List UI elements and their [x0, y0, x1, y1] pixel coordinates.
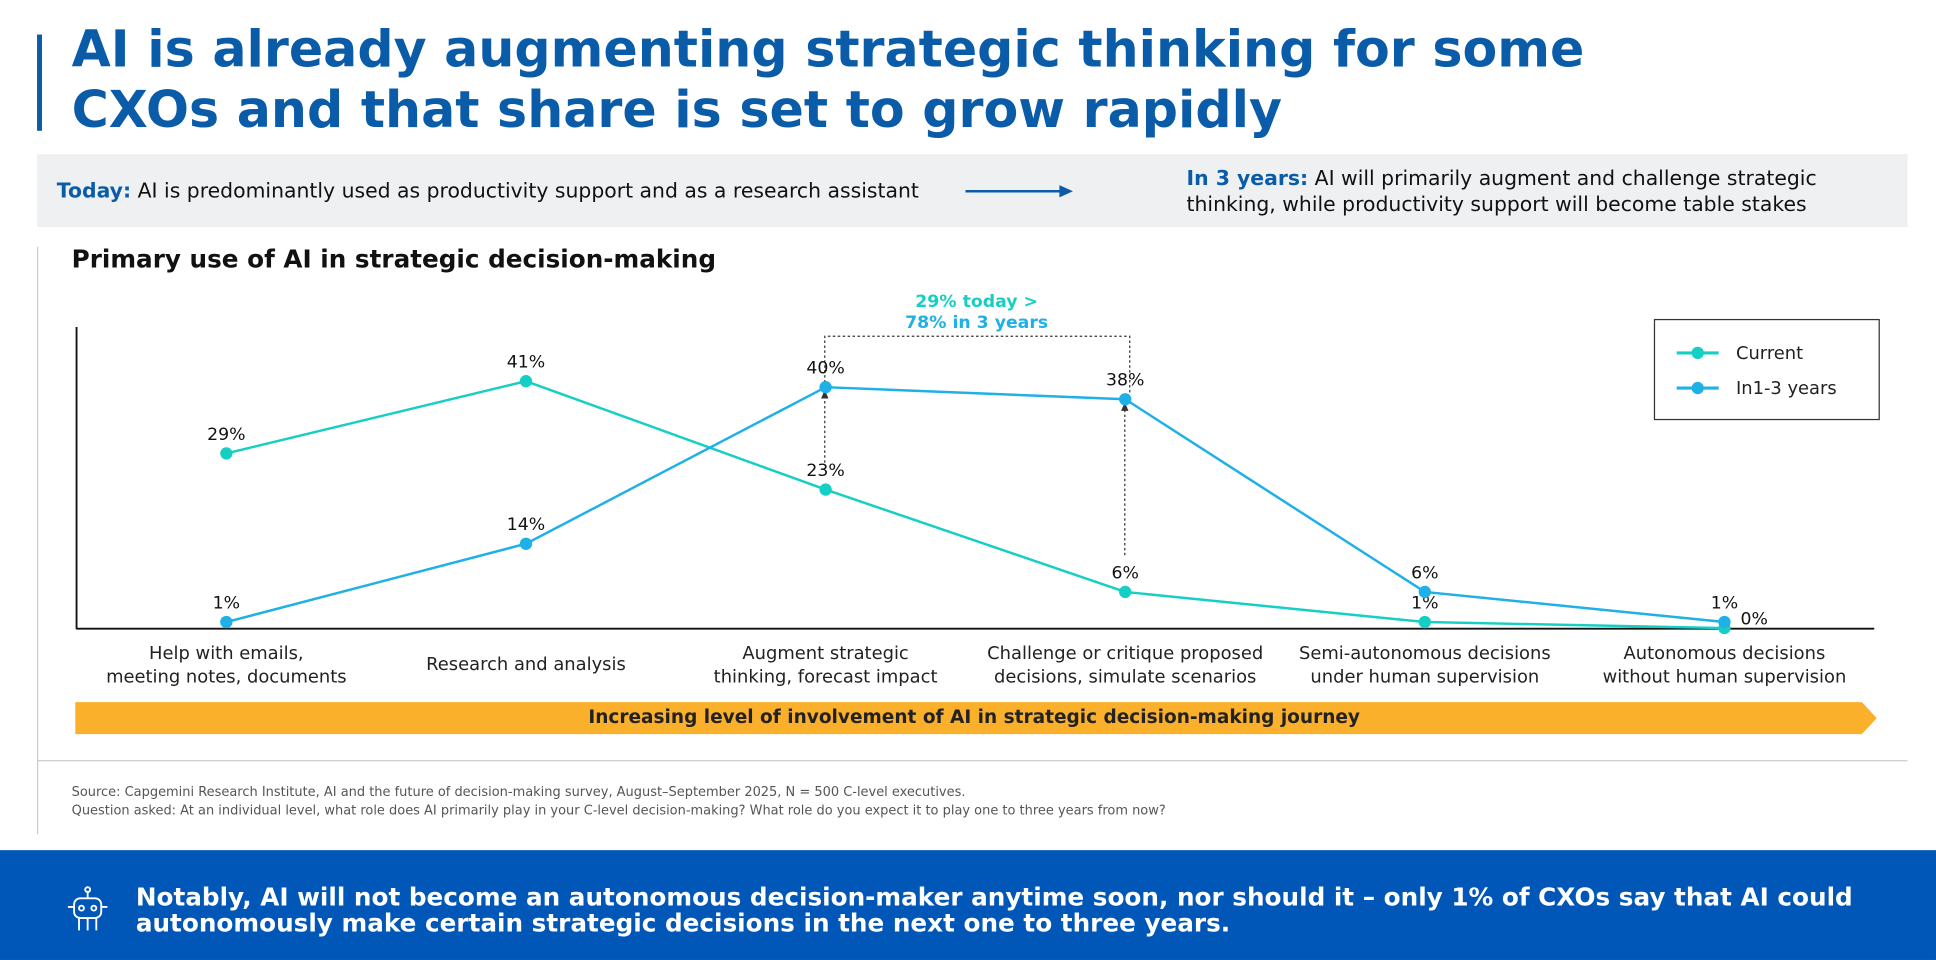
title-bar	[37, 34, 42, 131]
x-tick-label: Help with emails, meeting notes, documen…	[106, 644, 347, 688]
point	[1418, 585, 1432, 599]
point	[819, 381, 832, 394]
value-label: 41%	[507, 353, 545, 373]
point	[220, 447, 233, 460]
value-label: 14%	[507, 515, 545, 535]
banner-arrow-head	[1059, 185, 1073, 198]
value-label: 1%	[213, 593, 240, 613]
value-label: 6%	[1112, 563, 1139, 583]
footer-text: Notably, AI will not become an autonomou…	[135, 882, 1853, 938]
robot-icon	[67, 886, 108, 931]
value-label: 6%	[1411, 563, 1438, 583]
source-line: Question asked: At an individual level, …	[71, 803, 1166, 819]
value-label: 40%	[806, 359, 844, 379]
x-tick-label: Challenge or critique proposed decisions…	[987, 644, 1264, 688]
future-label: In 3 years:	[1186, 166, 1309, 191]
point	[519, 375, 533, 388]
page-title: AI is already augmenting strategic think…	[71, 19, 1585, 140]
chart-title: Primary use of AI in strategic decision-…	[72, 245, 716, 274]
axis-band-label: Increasing level of involvement of AI in…	[588, 707, 1360, 728]
today-label: Today:	[56, 178, 132, 203]
value-label: 1%	[1411, 593, 1438, 613]
value-label: 1%	[1711, 593, 1738, 613]
future-text: AI will primarily augment and challenge …	[1186, 166, 1817, 216]
point	[819, 483, 832, 496]
future: In 3 years: AI will primarily augment an…	[1187, 165, 1878, 217]
x-tick-label: Augment strategic thinking, forecast imp…	[713, 644, 938, 688]
legend-marker	[1691, 381, 1704, 395]
legend	[1653, 318, 1880, 421]
arrow-head	[821, 389, 829, 399]
legend-marker	[1691, 346, 1704, 360]
footer-band	[0, 850, 1936, 960]
annotation: 29% today >	[915, 292, 1038, 312]
annotation: 78% in 3 years	[905, 313, 1048, 333]
axis-band	[75, 702, 1877, 735]
point	[1119, 585, 1132, 599]
point	[1119, 393, 1132, 406]
today-text: AI is predominantly used as productivity…	[137, 178, 919, 203]
point	[220, 615, 233, 629]
legend-label: Current	[1736, 343, 1803, 364]
value-label: 23%	[806, 461, 844, 481]
x-tick-label: Autonomous decisions without human super…	[1602, 644, 1847, 688]
value-label: 38%	[1106, 371, 1144, 391]
x-tick-label: Semi-autonomous decisions under human su…	[1298, 644, 1551, 688]
value-label: 29%	[207, 425, 245, 445]
today: Today: AI is predominantly used as produ…	[57, 179, 919, 202]
series-line	[226, 379, 1725, 630]
series-line	[226, 385, 1725, 624]
point	[1718, 615, 1731, 629]
value-label: 0%	[1741, 609, 1768, 629]
arrow-head	[1121, 402, 1129, 411]
point	[519, 537, 533, 550]
point	[1418, 615, 1432, 629]
x-tick-label: Research and analysis	[426, 655, 626, 675]
source: Source: Capgemini Research Institute, AI…	[72, 784, 1166, 821]
dotted-arrow	[824, 397, 1126, 556]
bracket	[824, 335, 1131, 395]
source-line: Source: Capgemini Research Institute, AI…	[71, 784, 966, 800]
legend-label: In1-3 years	[1736, 378, 1837, 399]
